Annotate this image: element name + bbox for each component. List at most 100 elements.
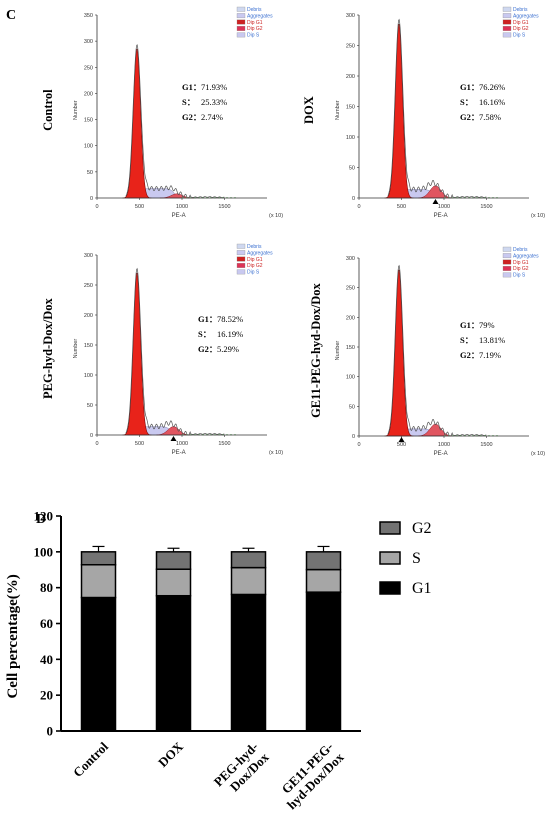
y-tick-label: 150 bbox=[346, 105, 355, 111]
phase-stat-value: 78.52% bbox=[217, 314, 243, 324]
legend-entry: Dip S bbox=[513, 273, 526, 279]
legend-swatch bbox=[502, 253, 512, 259]
y-tick-label: 250 bbox=[84, 65, 93, 71]
x-category-label: Control bbox=[70, 739, 111, 780]
phase-stat-label: G1： bbox=[182, 82, 201, 92]
phase-stat-value: 76.26% bbox=[479, 82, 505, 92]
bar-segment-s bbox=[80, 563, 117, 599]
stacked-bar-chart: 0 20 40 60 80 100 120 Cell percentage(%) Control… bbox=[5, 509, 432, 813]
bar-segment-g2 bbox=[230, 551, 267, 569]
legend-entry: Debris bbox=[513, 247, 528, 253]
y-tick-label: 120 bbox=[34, 509, 54, 524]
y-tick-label: 250 bbox=[346, 286, 355, 292]
legend-swatch bbox=[502, 6, 512, 12]
phase-stat-label: G2： bbox=[460, 350, 479, 360]
x-tick-label: 500 bbox=[135, 204, 144, 210]
x-axis-label: PE-A bbox=[434, 213, 448, 219]
x-unit-label: (x 10) bbox=[531, 451, 545, 457]
phase-stat-value: 16.16% bbox=[479, 97, 505, 107]
raw-histogram-line bbox=[125, 267, 225, 436]
legend-swatch bbox=[502, 266, 512, 271]
legend-entry: Aggregates bbox=[247, 13, 273, 19]
y-tick-label: 100 bbox=[84, 144, 93, 150]
bar-segment-s bbox=[155, 568, 192, 597]
x-category-label-line: DOX bbox=[155, 739, 186, 770]
legend-entry: Dip G2 bbox=[513, 26, 529, 32]
y-axis-label: Number bbox=[335, 100, 341, 120]
legend-swatch-s bbox=[379, 551, 401, 565]
legend-swatch bbox=[236, 243, 246, 249]
legend-swatch bbox=[236, 256, 246, 262]
x-category-label-line: Control bbox=[70, 739, 111, 780]
legend-swatch bbox=[236, 269, 246, 275]
y-tick-label: 100 bbox=[346, 375, 355, 381]
gate-marker-triangle bbox=[398, 437, 405, 442]
phase-stat-label: G1： bbox=[198, 314, 217, 324]
sample-title: PEG-hyd-Dox/Dox bbox=[41, 297, 55, 398]
legend-swatch bbox=[236, 19, 246, 25]
legend-swatch bbox=[502, 246, 512, 252]
x-tick-label: 0 bbox=[95, 204, 98, 210]
legend-entry: Aggregates bbox=[513, 253, 539, 259]
y-tick-label: 300 bbox=[84, 253, 93, 259]
y-tick-label: 200 bbox=[84, 91, 93, 97]
x-tick-label: 1000 bbox=[438, 204, 450, 210]
x-unit-label: (x 10) bbox=[269, 213, 283, 219]
legend-swatch bbox=[236, 6, 246, 12]
legend-entry: Dip G1 bbox=[247, 257, 263, 263]
legend-swatch bbox=[236, 32, 246, 38]
phase-stat-label: G2： bbox=[182, 112, 201, 122]
legend-swatch bbox=[502, 26, 512, 31]
legend-swatch bbox=[502, 19, 512, 25]
phase-stat-value: 2.74% bbox=[201, 112, 223, 122]
legend-swatch bbox=[236, 26, 246, 31]
phase-stat-label: G1： bbox=[460, 82, 479, 92]
legend-entry: Dip G2 bbox=[247, 26, 263, 32]
phase-stat-label: G2： bbox=[460, 112, 479, 122]
x-category-label: DOX bbox=[155, 739, 186, 770]
legend-entry: Dip G1 bbox=[513, 260, 529, 266]
x-tick-label: 1000 bbox=[438, 442, 450, 448]
y-tick-label: 50 bbox=[87, 403, 93, 409]
bar-segment-g2 bbox=[305, 551, 342, 571]
x-tick-label: 1000 bbox=[176, 441, 188, 447]
legend-entry: Dip G2 bbox=[247, 263, 263, 269]
phase-stat-value: 79% bbox=[479, 320, 495, 330]
legend-swatch bbox=[236, 250, 246, 256]
y-tick-label: 40 bbox=[40, 652, 53, 667]
y-tick-label: 300 bbox=[346, 13, 355, 19]
y-tick-label: 0 bbox=[352, 196, 355, 202]
phase-stat-value: 16.19% bbox=[217, 329, 243, 339]
bar-segment-g2 bbox=[155, 551, 192, 570]
phase-stat-value: 7.58% bbox=[479, 112, 501, 122]
x-axis-label: PE-A bbox=[434, 451, 448, 457]
y-tick-label: 50 bbox=[349, 404, 355, 410]
x-category-label: GE11-PEG-hyd-Dox/Dox bbox=[273, 739, 347, 813]
y-tick-label: 150 bbox=[346, 345, 355, 351]
y-axis-label: Number bbox=[73, 100, 79, 120]
y-tick-label: 60 bbox=[40, 616, 53, 631]
x-tick-label: 0 bbox=[357, 204, 360, 210]
y-axis-label: Number bbox=[335, 341, 341, 361]
legend-label-g2: G2 bbox=[412, 520, 432, 537]
x-tick-label: 500 bbox=[397, 442, 406, 448]
y-tick-label: 0 bbox=[47, 724, 54, 739]
y-axis-label: Cell percentage(%) bbox=[5, 574, 21, 698]
y-tick-label: 0 bbox=[90, 196, 93, 202]
y-tick-label: 80 bbox=[40, 580, 53, 595]
phase-stat-label: S： bbox=[460, 97, 473, 107]
x-unit-label: (x 10) bbox=[269, 450, 283, 456]
bar-segment-s bbox=[305, 568, 342, 593]
legend-label-s: S bbox=[412, 550, 421, 567]
legend-entry: Aggregates bbox=[247, 250, 273, 256]
sample-title: GE11-PEG-hyd-Dox/Dox bbox=[309, 282, 323, 417]
g1-peak-area bbox=[122, 272, 152, 436]
legend-entry: Debris bbox=[513, 7, 528, 13]
bar-segment-g1 bbox=[80, 596, 117, 732]
y-tick-label: 100 bbox=[346, 135, 355, 141]
phase-stat-label: G2： bbox=[198, 344, 217, 354]
legend-swatch bbox=[502, 259, 512, 265]
legend-swatch bbox=[502, 272, 512, 278]
phase-stat-value: 25.33% bbox=[201, 97, 227, 107]
